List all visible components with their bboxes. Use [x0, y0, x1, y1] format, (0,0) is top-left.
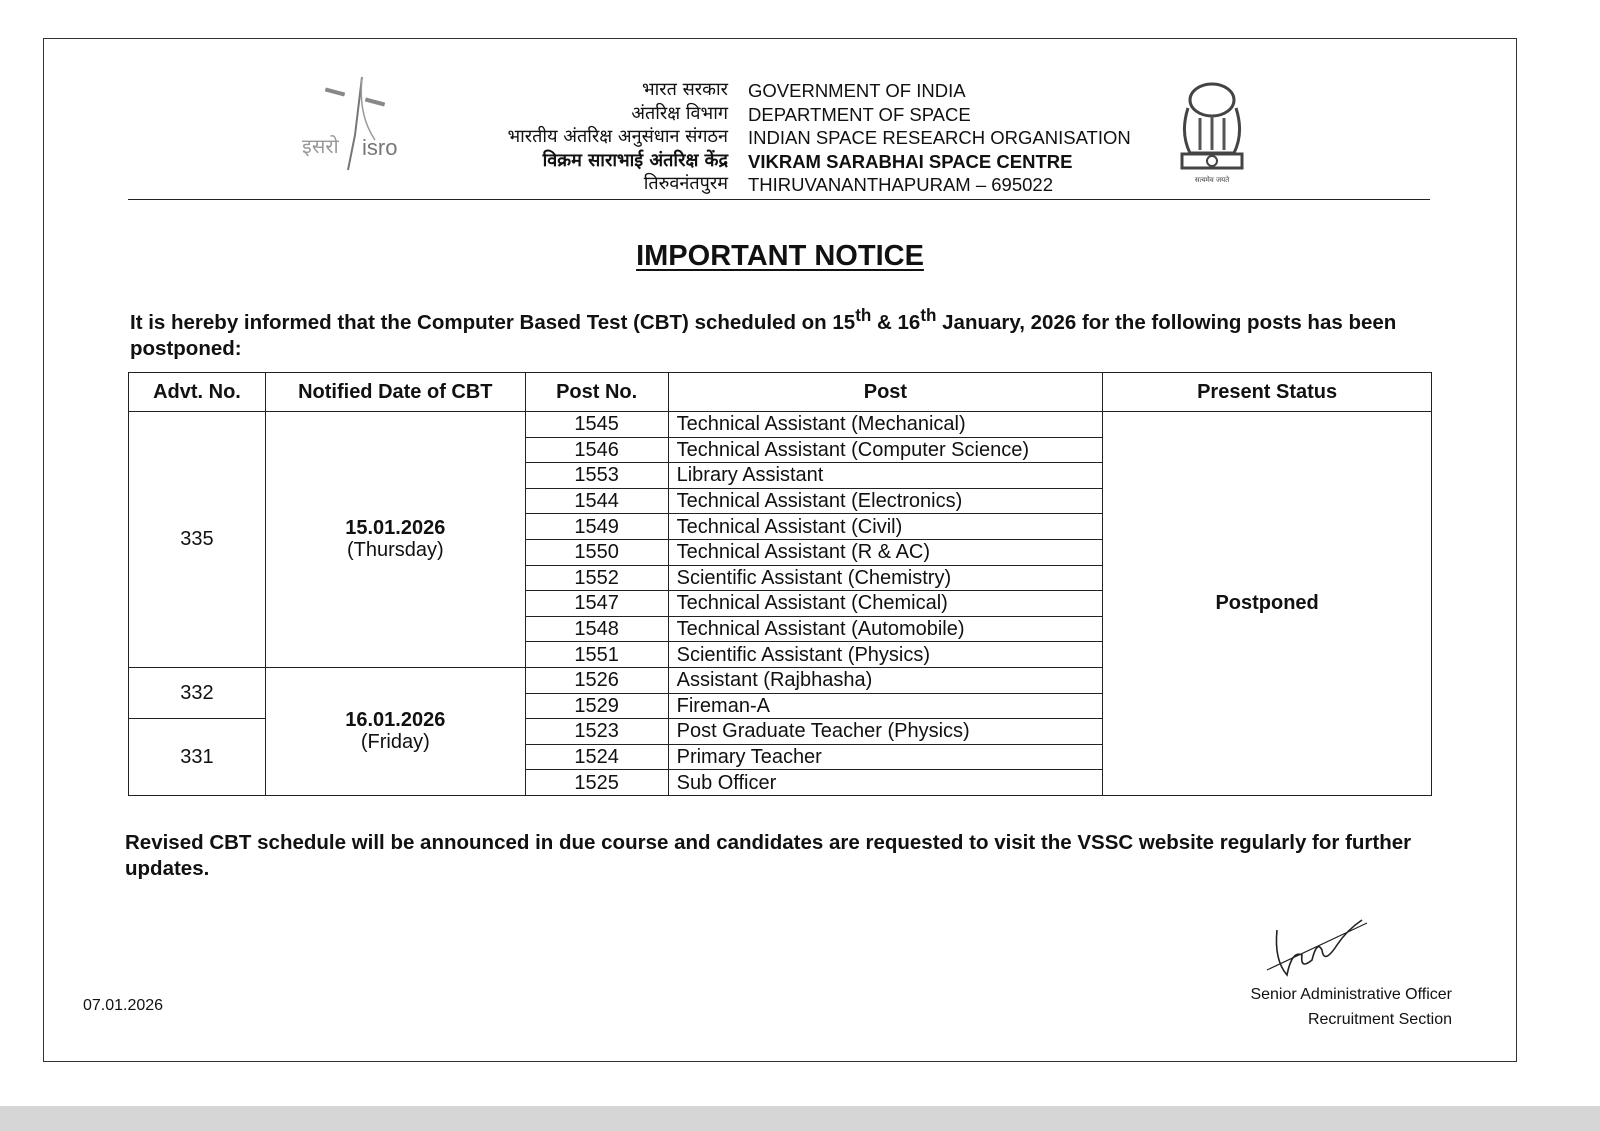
cbt-day: (Friday) — [360, 731, 430, 754]
scan-edge — [0, 1106, 1600, 1131]
post-name-cell: Assistant (Rajbhasha) — [667, 666, 1104, 694]
hindi-line: भारतीय अंतरिक्ष अनुसंधान संगठन — [507, 126, 728, 147]
english-line: THIRUVANANTHAPURAM – 695022 — [748, 174, 1053, 195]
post-no-cell: 1523 — [524, 718, 669, 745]
notice-date: 07.01.2026 — [83, 997, 164, 1014]
english-line: VIKRAM SARABHAI SPACE CENTRE — [748, 150, 1073, 172]
intro-text: It is hereby informed that the Computer … — [130, 310, 856, 334]
post-no-cell: 1550 — [524, 538, 669, 566]
english-line: GOVERNMENT OF INDIA — [748, 80, 966, 101]
post-no-cell: 1553 — [524, 462, 669, 489]
postponed-posts-table: Advt. No. Notified Date of CBT Post No. … — [128, 372, 1432, 796]
header-divider — [128, 199, 1430, 200]
post-no-cell: 1526 — [524, 666, 669, 694]
post-no-cell: 1551 — [524, 641, 669, 668]
column-header: Present Status — [1102, 372, 1432, 412]
hindi-line: अंतरिक्ष विभाग — [631, 102, 728, 124]
column-header: Notified Date of CBT — [264, 372, 526, 412]
ordinal: th — [920, 306, 937, 325]
signatory-block: Senior Administrative Officer Recruitmen… — [1250, 982, 1452, 1032]
advt-no-cell: 335 — [128, 411, 266, 668]
national-emblem: सत्यमेव जयते — [1180, 82, 1244, 184]
document-border — [43, 38, 1517, 1062]
post-no-cell: 1548 — [524, 615, 669, 643]
post-no-cell: 1544 — [524, 487, 669, 515]
post-no-cell: 1545 — [524, 411, 669, 438]
post-no-cell: 1524 — [524, 743, 669, 771]
column-header: Post — [667, 372, 1104, 412]
table-row: 335 15.01.2026 (Thursday) 1545 Technical Ass… — [128, 411, 1432, 796]
post-no-cell: 1525 — [524, 769, 669, 796]
ordinal: th — [855, 306, 872, 325]
post-no-cell: 1547 — [524, 590, 669, 617]
table-row: 1550 Technical Assistant (R & AC) — [129, 538, 1432, 566]
table-row: 1525 Sub Officer — [129, 769, 1432, 796]
post-name-cell: Technical Assistant (Civil) — [667, 513, 1104, 540]
notice-title-text: IMPORTANT NOTICE — [636, 240, 924, 272]
post-name-cell: Library Assistant — [667, 462, 1104, 489]
post-no-cell: 1552 — [524, 564, 669, 592]
cbt-day: (Thursday) — [346, 539, 444, 562]
header-english: GOVERNMENT OF INDIA DEPARTMENT OF SPACE … — [748, 79, 1131, 197]
post-name-cell: Sub Officer — [667, 769, 1104, 796]
table-row: 1548 Technical Assistant (Automobile) — [129, 615, 1432, 643]
post-name-cell: Scientific Assistant (Chemistry) — [667, 564, 1104, 592]
intro-paragraph: It is hereby informed that the Computer … — [130, 303, 1420, 362]
table-row: 331 1523 Post Graduate Teacher (Physics) — [128, 718, 1432, 796]
post-name-cell: Primary Teacher — [667, 743, 1104, 771]
intro-text: & 16 — [871, 310, 921, 334]
post-name-cell: Technical Assistant (R & AC) — [667, 538, 1104, 566]
svg-text:सत्यमेव जयते: सत्यमेव जयते — [1195, 175, 1230, 184]
post-no-cell: 1546 — [524, 436, 669, 464]
table-row: 1544 Technical Assistant (Electronics) — [129, 487, 1432, 515]
cbt-date: 15.01.2026 — [345, 517, 446, 540]
post-name-cell: Technical Assistant (Automobile) — [667, 615, 1104, 643]
notice-title: IMPORTANT NOTICE — [0, 240, 1560, 273]
post-name-cell: Post Graduate Teacher (Physics) — [667, 718, 1104, 745]
isro-logo: इसरो isro — [302, 76, 397, 171]
closing-paragraph: Revised CBT schedule will be announced i… — [125, 831, 1412, 880]
column-header: Post No. — [524, 372, 669, 412]
signatory-section: Recruitment Section — [1307, 1011, 1452, 1028]
status-cell: Postponed — [1102, 411, 1432, 796]
table-row: 1553 Library Assistant — [129, 462, 1432, 489]
table-row: 1529 Fireman-A — [129, 692, 1432, 720]
post-name-cell: Technical Assistant (Chemical) — [667, 590, 1104, 617]
signature — [1266, 919, 1368, 977]
advt-no-cell: 331 — [128, 718, 266, 796]
header-hindi: भारत सरकार अंतरिक्ष विभाग भारतीय अंतरिक्… — [507, 78, 728, 196]
post-no-cell: 1529 — [524, 692, 669, 720]
advt-no-cell: 332 — [128, 666, 266, 720]
cbt-date-cell: 15.01.2026 (Thursday) — [264, 411, 526, 668]
post-name-cell: Fireman-A — [667, 692, 1104, 720]
english-line: INDIAN SPACE RESEARCH ORGANISATION — [748, 127, 1131, 148]
english-line: DEPARTMENT OF SPACE — [748, 103, 971, 125]
hindi-line: तिरुवनंतपुरम — [643, 173, 728, 194]
post-name-cell: Technical Assistant (Mechanical) — [667, 411, 1104, 438]
column-header: Advt. No. — [128, 372, 266, 412]
post-no-cell: 1549 — [524, 513, 669, 540]
table-row: 1552 Scientific Assistant (Chemistry) — [129, 564, 1432, 592]
intro-text: January, 2026 for the following posts ha… — [130, 310, 1397, 360]
cbt-date-cell: 16.01.2026 (Friday) — [264, 666, 526, 796]
table-header-row: Advt. No. Notified Date of CBT Post No. … — [128, 372, 1432, 412]
post-name-cell: Technical Assistant (Electronics) — [667, 487, 1104, 515]
table-row: 1524 Primary Teacher — [129, 743, 1432, 771]
signatory-designation: Senior Administrative Officer — [1250, 986, 1452, 1003]
hindi-line: विक्रम साराभाई अंतरिक्ष केंद्र — [542, 149, 728, 171]
svg-text:isro: isro — [362, 135, 397, 160]
table-row: 332 16.01.2026 (Friday) 1526 Assistant (Rajb… — [128, 666, 1432, 796]
post-name-cell: Technical Assistant (Computer Science) — [667, 436, 1104, 464]
post-name-cell: Scientific Assistant (Physics) — [667, 641, 1104, 668]
table-row: 1547 Technical Assistant (Chemical) — [129, 590, 1432, 617]
hindi-line: भारत सरकार — [641, 79, 728, 100]
svg-text:इसरो: इसरो — [302, 134, 340, 158]
table-row: 1549 Technical Assistant (Civil) — [129, 513, 1432, 540]
cbt-date: 16.01.2026 — [345, 709, 446, 732]
